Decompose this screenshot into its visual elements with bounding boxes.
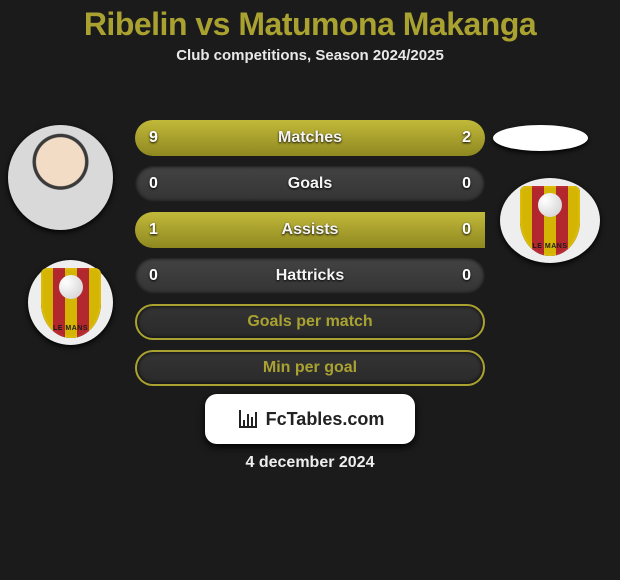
stat-label: Hattricks: [135, 258, 485, 294]
title-player-right: Matumona Makanga: [238, 6, 536, 42]
stat-bars: 92Matches00Goals10Assists00HattricksGoal…: [135, 120, 485, 396]
stat-label: Min per goal: [137, 352, 483, 384]
stat-value-left: 0: [149, 166, 158, 202]
stat-bar: 0 0Hattricks: [135, 258, 485, 294]
stat-bar: 92Matches: [135, 120, 485, 156]
stat-value-left: 0: [149, 258, 158, 294]
stat-bar-fill-left: [135, 120, 421, 156]
stat-bar: Goals per match: [135, 304, 485, 340]
date-text: 4 december 2024: [0, 454, 620, 472]
stat-value-right: 0: [462, 258, 471, 294]
player-left-avatar: [8, 125, 113, 230]
club-left-badge: LE MANS: [28, 260, 113, 345]
stat-bar: 10Assists: [135, 212, 485, 248]
subtitle: Club competitions, Season 2024/2025: [0, 47, 620, 64]
stat-bar-fill-right: [421, 120, 485, 156]
title-vs: vs: [195, 6, 230, 42]
player-right-avatar: [493, 125, 588, 151]
stat-bar: 0 0Goals: [135, 166, 485, 202]
stat-label: Goals per match: [137, 306, 483, 338]
stat-value-right: 0: [462, 212, 471, 248]
chart-icon: [236, 407, 260, 431]
title-player-left: Ribelin: [84, 6, 187, 42]
club-right-badge: LE MANS: [500, 178, 600, 263]
stat-value-left: 9: [149, 120, 158, 156]
stat-bar-fill-left: [135, 212, 485, 248]
club-badge-text: LE MANS: [520, 243, 580, 250]
brand-footer[interactable]: FcTables.com: [205, 394, 415, 444]
page-title: Ribelin vs Matumona Makanga: [0, 0, 620, 43]
brand-text: FcTables.com: [266, 409, 385, 430]
stat-bar: Min per goal: [135, 350, 485, 386]
stat-label: Goals: [135, 166, 485, 202]
stat-value-right: 2: [462, 120, 471, 156]
club-badge-text: LE MANS: [41, 325, 101, 332]
stat-value-right: 0: [462, 166, 471, 202]
stat-value-left: 1: [149, 212, 158, 248]
